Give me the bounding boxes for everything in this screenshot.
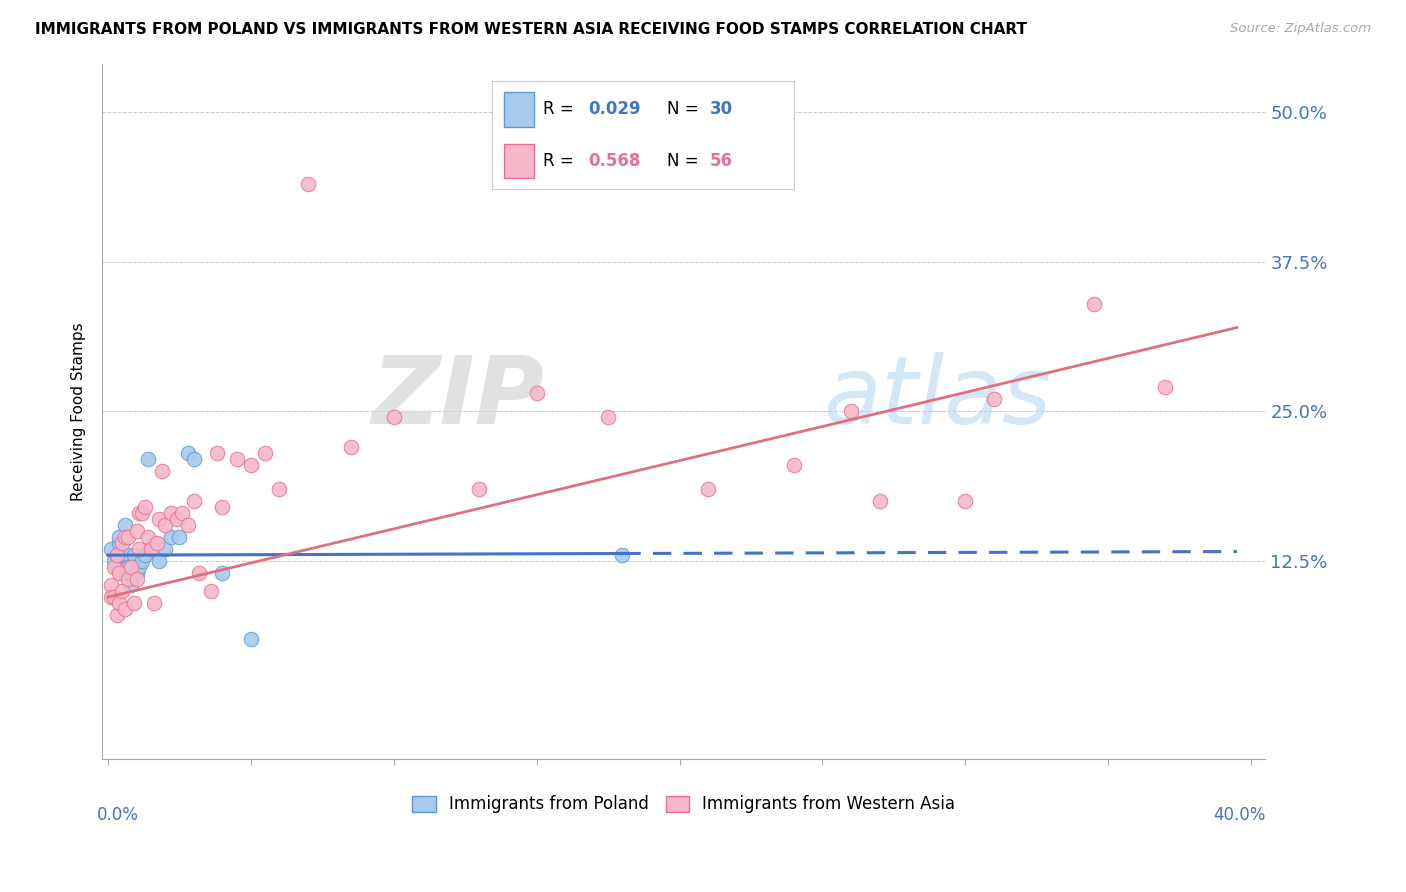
Point <box>131 554 153 568</box>
Y-axis label: Receiving Food Stamps: Receiving Food Stamps <box>72 322 86 500</box>
Point <box>239 632 262 646</box>
Point <box>105 608 128 623</box>
Point <box>205 446 228 460</box>
Point <box>297 177 319 191</box>
Point <box>114 518 136 533</box>
Point <box>128 542 150 557</box>
Point <box>134 548 156 562</box>
Point <box>254 446 277 460</box>
Text: Source: ZipAtlas.com: Source: ZipAtlas.com <box>1230 22 1371 36</box>
Point <box>211 500 233 515</box>
Point <box>100 578 122 592</box>
Point <box>1083 296 1105 310</box>
Point <box>166 512 188 526</box>
Point <box>239 458 262 473</box>
Point <box>108 566 131 581</box>
Point <box>177 518 200 533</box>
Point <box>183 494 205 508</box>
Point <box>120 578 142 592</box>
Legend: Immigrants from Poland, Immigrants from Western Asia: Immigrants from Poland, Immigrants from … <box>406 789 962 820</box>
Point <box>105 560 128 574</box>
Point <box>103 560 125 574</box>
Point <box>783 458 806 473</box>
Point <box>211 566 233 581</box>
Point <box>200 584 222 599</box>
Point <box>105 548 128 562</box>
Point <box>128 560 150 574</box>
Point <box>125 524 148 539</box>
Point <box>111 584 134 599</box>
Point <box>108 536 131 550</box>
Point <box>150 464 173 478</box>
Text: ZIP: ZIP <box>371 351 544 443</box>
Point <box>125 572 148 586</box>
Point <box>139 542 162 557</box>
Point <box>159 530 181 544</box>
Point <box>269 483 291 497</box>
Point <box>103 590 125 604</box>
Point <box>148 512 170 526</box>
Point <box>177 446 200 460</box>
Point <box>117 548 139 562</box>
Point <box>111 548 134 562</box>
Point <box>340 441 363 455</box>
Point <box>108 530 131 544</box>
Point <box>955 494 977 508</box>
Point <box>136 530 159 544</box>
Point <box>225 452 247 467</box>
Point <box>159 506 181 520</box>
Point <box>697 483 720 497</box>
Point <box>153 542 176 557</box>
Point <box>128 506 150 520</box>
Point <box>134 500 156 515</box>
Point <box>117 572 139 586</box>
Text: 0.0%: 0.0% <box>97 806 138 824</box>
Point <box>100 590 122 604</box>
Point <box>1154 380 1177 394</box>
Point <box>148 554 170 568</box>
Point <box>122 596 145 610</box>
Point <box>114 602 136 616</box>
Point <box>142 596 165 610</box>
Point <box>526 386 548 401</box>
Point <box>382 410 405 425</box>
Point <box>598 410 620 425</box>
Point <box>142 536 165 550</box>
Text: IMMIGRANTS FROM POLAND VS IMMIGRANTS FROM WESTERN ASIA RECEIVING FOOD STAMPS COR: IMMIGRANTS FROM POLAND VS IMMIGRANTS FRO… <box>35 22 1028 37</box>
Point <box>172 506 194 520</box>
Point <box>117 530 139 544</box>
Point <box>983 392 1005 407</box>
Point <box>103 554 125 568</box>
Point <box>183 452 205 467</box>
Point <box>136 452 159 467</box>
Point <box>100 542 122 557</box>
Point <box>131 506 153 520</box>
Point <box>114 530 136 544</box>
Point <box>153 518 176 533</box>
Point <box>145 536 167 550</box>
Point <box>612 548 634 562</box>
Point <box>188 566 211 581</box>
Point <box>111 536 134 550</box>
Text: atlas: atlas <box>824 352 1052 443</box>
Point <box>111 566 134 581</box>
Point <box>839 404 862 418</box>
Point <box>108 596 131 610</box>
Point <box>117 560 139 574</box>
Point <box>468 483 491 497</box>
Point <box>125 566 148 581</box>
Point <box>120 560 142 574</box>
Point <box>169 530 191 544</box>
Point <box>114 548 136 562</box>
Point <box>869 494 891 508</box>
Text: 40.0%: 40.0% <box>1213 806 1265 824</box>
Point <box>105 548 128 562</box>
Point <box>122 548 145 562</box>
Point <box>120 560 142 574</box>
